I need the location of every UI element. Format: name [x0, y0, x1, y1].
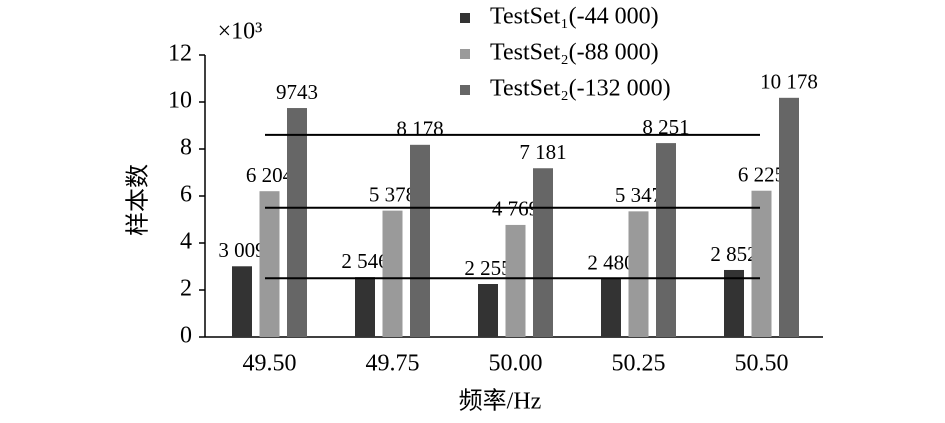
bar [656, 143, 676, 337]
y-tick-label: 8 [180, 135, 192, 161]
y-multiplier: ×10³ [218, 19, 263, 45]
y-tick-label: 4 [180, 229, 192, 255]
value-label: 3 009 [218, 238, 265, 262]
value-label: 10 178 [760, 70, 818, 94]
legend-marker [460, 85, 470, 95]
value-label: 2 255 [464, 256, 511, 280]
legend-marker [460, 49, 470, 59]
y-tick-label: 12 [168, 41, 192, 67]
y-tick-label: 10 [168, 88, 192, 114]
legend-label: TestSet₂(-132 000) [490, 76, 671, 102]
value-label: 8 178 [396, 117, 443, 141]
y-tick-label: 6 [180, 182, 192, 208]
x-tick-label: 50.50 [735, 351, 789, 377]
x-tick-label: 49.75 [366, 351, 420, 377]
bar [259, 191, 280, 337]
value-label: 9743 [276, 80, 318, 104]
x-tick-label: 50.00 [489, 351, 543, 377]
bar [478, 284, 498, 337]
bar [724, 269, 744, 337]
value-label: 2 480 [587, 251, 634, 275]
legend-label: TestSet₂(-88 000) [490, 40, 659, 66]
legend-label: TestSet₁(-44 000) [490, 4, 659, 30]
bar [287, 108, 307, 338]
y-tick-label: 2 [180, 276, 192, 302]
bar [533, 168, 553, 337]
bar [628, 211, 649, 337]
value-label: 7 181 [519, 140, 566, 164]
bar [601, 278, 621, 337]
bar [382, 210, 403, 337]
value-label: 5 347 [615, 183, 662, 207]
value-label: 2 546 [341, 249, 388, 273]
bar [505, 224, 526, 337]
bar [751, 190, 772, 337]
x-axis-label: 频率/Hz [459, 388, 542, 415]
value-label: 6 204 [246, 163, 294, 187]
bar [232, 266, 252, 337]
y-axis-label: 样本数 [125, 164, 152, 236]
bar [410, 144, 430, 337]
bar [355, 277, 375, 337]
x-tick-label: 50.25 [612, 351, 666, 377]
legend-marker [460, 13, 470, 23]
value-label: 5 378 [369, 182, 416, 206]
x-tick-label: 49.50 [243, 351, 297, 377]
value-label: 2 852 [710, 242, 757, 266]
value-label: 6 225 [738, 163, 785, 187]
y-tick-label: 0 [180, 323, 192, 349]
bar [779, 97, 799, 337]
